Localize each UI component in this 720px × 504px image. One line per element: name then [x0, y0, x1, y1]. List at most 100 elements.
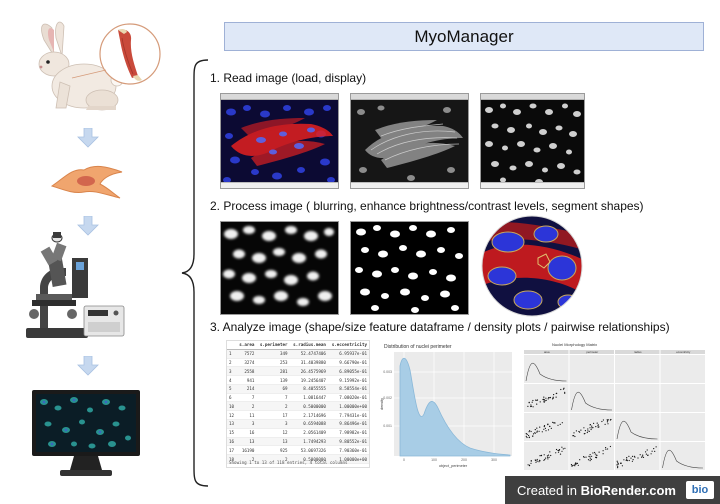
table-cell: 0.5000000	[289, 454, 328, 464]
table-cell: 15	[227, 428, 237, 438]
table-cell: 3	[227, 366, 237, 377]
density-plot-title: Distribution of nuclei perimeter	[384, 344, 452, 350]
table-cell: 941	[236, 375, 257, 385]
pairwise-scatter-point	[559, 423, 561, 425]
pairwise-plot-title: Nuclei Morphology Matrix	[552, 342, 597, 347]
segmented-image-window	[350, 221, 469, 315]
pairwise-scatter-point	[535, 459, 537, 462]
pairwise-scatter-point	[536, 460, 538, 462]
table-column-header[interactable]: s.radius.mean	[289, 341, 328, 350]
pairwise-scatter-point	[554, 422, 556, 424]
pairwise-scatter-point	[602, 453, 604, 455]
pairwise-scatter-point	[632, 459, 634, 461]
pairwise-scatter-point	[607, 423, 609, 425]
pairwise-scatter-point	[546, 455, 548, 457]
pairwise-scatter-point	[531, 401, 533, 403]
pairwise-scatter-point	[592, 452, 594, 454]
pairwise-scatter-point	[526, 436, 528, 439]
pairwise-scatter-point	[588, 430, 590, 432]
table-cell: 26.4575969	[289, 366, 328, 377]
pairwise-scatter-point	[552, 421, 554, 423]
pairwise-scatter-point	[545, 399, 547, 401]
table-cell: 10	[227, 401, 237, 412]
rabbit-illustration	[38, 21, 161, 111]
step-2-heading: 2. Process image ( blurring, enhance bri…	[210, 199, 644, 213]
pairwise-scatter-point	[543, 459, 545, 461]
pairwise-scatter-point	[526, 433, 528, 435]
table-row: 10 2 2 0.5000000 1.00000e+00	[227, 401, 369, 412]
table-column-header[interactable]: s.area	[236, 341, 257, 350]
pairwise-scatter-point	[651, 450, 653, 452]
table-cell: 52.4747406	[289, 349, 328, 359]
y-tick-label: 0.003	[383, 370, 392, 374]
table-column-header[interactable]: s.eccentricity	[327, 341, 369, 350]
fluorescence-image-color	[221, 100, 338, 186]
pairwise-scatter-point	[621, 465, 623, 467]
pairwise-scatter-point	[540, 455, 542, 457]
pairwise-scatter-point	[555, 396, 557, 398]
pairwise-cell	[615, 384, 660, 412]
table-cell: 13	[256, 437, 290, 447]
table-column-header[interactable]	[227, 341, 237, 350]
table-cell: 69	[256, 384, 290, 394]
pairwise-scatter-point	[562, 388, 565, 390]
pairwise-scatter-point	[591, 425, 593, 427]
pairwise-header-label: eccentricity	[676, 350, 691, 354]
pairwise-header-strip	[660, 350, 705, 354]
pairwise-scatter-point	[589, 456, 591, 458]
pairwise-scatter-point	[602, 450, 604, 452]
pairwise-cell	[660, 442, 705, 470]
pairwise-scatter-point	[645, 451, 647, 453]
pairwise-scatter-point	[598, 426, 600, 428]
pairwise-scatter-point	[583, 456, 585, 458]
pairwise-scatter-point	[617, 461, 619, 463]
pairwise-scatter-point	[645, 453, 647, 455]
pairwise-scatter-point	[626, 458, 628, 460]
pairwise-scatter-point	[536, 427, 538, 429]
pairwise-scatter-point	[650, 453, 652, 455]
down-arrow-icon	[77, 216, 99, 236]
table-cell: 139	[256, 375, 290, 385]
table-cell: 16190	[236, 445, 257, 456]
pairwise-scatter-point	[544, 458, 546, 461]
microscope-illustration	[26, 232, 125, 338]
pairwise-scatter-point	[598, 451, 600, 453]
pairwise-scatter-point	[543, 454, 545, 456]
image-window-nuclei	[480, 93, 585, 189]
segmented-nuclei-image	[351, 222, 468, 314]
down-arrow-icon	[77, 356, 99, 376]
pairwise-scatter-point	[642, 456, 645, 458]
pairwise-scatter-point	[550, 427, 552, 429]
pairwise-scatter-point	[532, 435, 534, 437]
pairwise-scatter-point	[594, 451, 596, 454]
pairwise-scatter-point	[543, 396, 545, 398]
pairwise-scatter-point	[597, 424, 599, 426]
pairwise-scatter-point	[532, 406, 534, 408]
pairwise-scatter-point	[561, 422, 563, 424]
table-column-header[interactable]: s.perimeter	[256, 341, 290, 350]
table-cell: 12	[227, 410, 237, 421]
blurred-image-window	[220, 221, 339, 315]
pairwise-scatter-point	[530, 460, 532, 462]
pairwise-scatter-point	[594, 453, 596, 455]
table-row: 6 7 7 1.0816447 7.08020e-01	[227, 393, 369, 403]
pairwise-scatter-point	[528, 465, 531, 467]
pairwise-scatter-point	[525, 435, 527, 437]
pairwise-scatter-point	[545, 397, 547, 399]
pairwise-scatter-point	[547, 423, 549, 425]
pairwise-scatter-point	[571, 465, 573, 467]
table-cell: 9.86496e-01	[327, 419, 369, 429]
badge-text: Created in BioRender.com	[517, 482, 676, 498]
image-window-color	[220, 93, 339, 189]
pairwise-scatter-point	[547, 398, 549, 400]
biorender-badge[interactable]: Created in BioRender.com bio	[505, 476, 720, 504]
pairwise-scatter-point	[595, 426, 597, 428]
table-row: 13 3 3 0.6594088 9.86496e-01	[227, 419, 369, 429]
pairwise-header-label: radius	[634, 350, 642, 354]
pairwise-scatter-point	[655, 446, 657, 448]
pairwise-scatter-point	[539, 401, 541, 403]
pairwise-scatter-point	[555, 448, 558, 451]
pairwise-scatter-point	[642, 454, 644, 456]
pairwise-scatter-point	[552, 397, 554, 399]
pairwise-scatter-point	[606, 421, 608, 423]
